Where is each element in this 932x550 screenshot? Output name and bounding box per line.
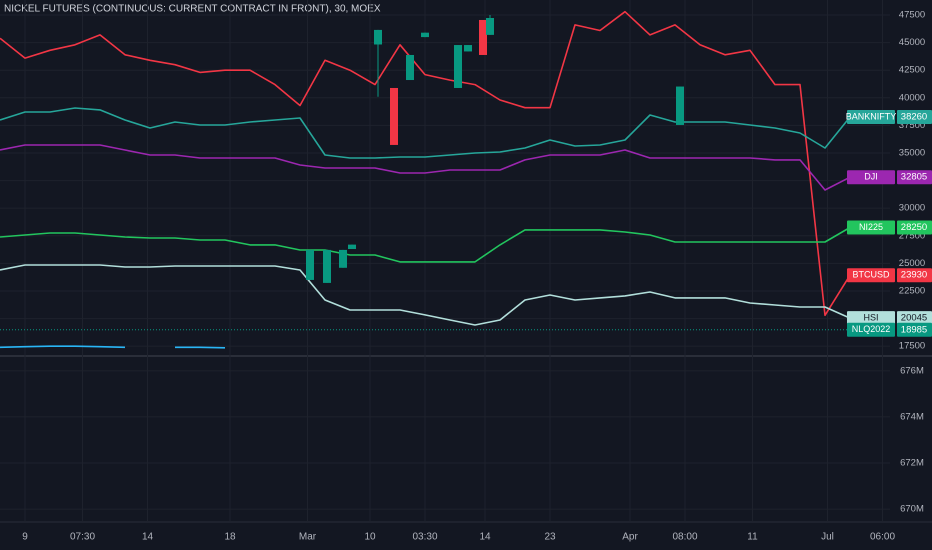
y-tick-label: 30000	[899, 203, 925, 214]
candle-body	[390, 87, 398, 145]
x-tick-label: 14	[479, 532, 491, 543]
legend-name-box	[847, 311, 895, 326]
candle-body	[339, 249, 347, 268]
legend-name-box	[847, 110, 895, 125]
legend-name: DJI	[864, 172, 878, 182]
candle-body	[479, 19, 487, 55]
y-tick-label: 22500	[899, 285, 925, 296]
x-tick-label: 11	[747, 532, 758, 543]
y-tick-label: 35000	[899, 148, 925, 159]
y-tick-label: 42500	[899, 65, 925, 76]
x-tick-label: 03:30	[412, 532, 437, 543]
x-tick-label: 23	[544, 532, 556, 543]
y-tick-label: 47500	[899, 10, 925, 21]
legend-name-box	[847, 322, 895, 337]
series-line	[0, 264, 851, 326]
legend-value: 38260	[901, 112, 927, 123]
series-line	[0, 10, 851, 317]
candle-body	[454, 45, 462, 88]
candle-body	[374, 29, 382, 45]
legend-value-box	[897, 110, 932, 125]
x-tick-label: 14	[142, 532, 154, 543]
candle-body	[306, 249, 314, 280]
x-tick-label: Mar	[299, 532, 317, 543]
series-line	[0, 345, 226, 349]
y-tick-label: 674M	[900, 411, 924, 422]
legend-name-box	[847, 268, 895, 283]
series-line	[0, 144, 851, 191]
x-tick-label: 08:00	[672, 532, 697, 543]
y-tick-label: 37500	[899, 120, 925, 131]
legend-value-box	[897, 170, 932, 185]
y-tick-label: 45000	[899, 37, 925, 48]
x-tick-label: 10	[364, 532, 376, 543]
x-tick-label: 18	[224, 532, 236, 543]
x-tick-label: 06:00	[870, 532, 895, 543]
y-tick-label: 27500	[899, 230, 925, 241]
candle-body	[406, 54, 414, 81]
y-tick-label: 672M	[900, 458, 924, 469]
x-tick-label: 9	[22, 532, 28, 543]
legend-name: BTCUSD	[852, 270, 890, 280]
x-tick-label: 07:30	[70, 532, 95, 543]
y-tick-label: 40000	[899, 92, 925, 103]
x-tick-label: Jul	[821, 532, 834, 543]
legend-value-box	[897, 268, 932, 283]
legend-name-box	[847, 170, 895, 185]
x-tick-label: Apr	[622, 532, 638, 543]
candle-body	[464, 45, 472, 52]
y-tick-label: 676M	[900, 365, 924, 376]
legend-name: NLQ2022	[852, 324, 891, 334]
y-tick-label: 25000	[899, 258, 925, 269]
legend-value: 20045	[901, 313, 927, 324]
candle-body	[486, 17, 494, 35]
legend-value-box	[897, 311, 932, 326]
legend-name: BANKNIFTY	[846, 111, 897, 121]
chart-title: NICKEL FUTURES (CONTINUOUS: CURRENT CONT…	[4, 4, 381, 15]
grid	[0, 0, 890, 522]
legend-name: NI225	[859, 222, 883, 232]
candle-body	[676, 86, 684, 125]
y-tick-label: 670M	[900, 504, 924, 515]
legend-value-box	[897, 322, 932, 337]
series-line	[0, 107, 851, 159]
candle-body	[421, 32, 429, 38]
legend-name-box	[847, 220, 895, 235]
candle-body	[323, 249, 331, 283]
legend-name: HSI	[863, 312, 878, 322]
legend-value-box	[897, 220, 932, 235]
y-tick-label: 17500	[899, 341, 925, 352]
legend-value: 18985	[901, 324, 927, 335]
series-line	[0, 226, 851, 263]
legend-value: 23930	[901, 270, 927, 281]
candle-body	[348, 244, 356, 250]
legend-value: 32805	[901, 172, 927, 183]
legend-value: 28250	[901, 222, 927, 233]
